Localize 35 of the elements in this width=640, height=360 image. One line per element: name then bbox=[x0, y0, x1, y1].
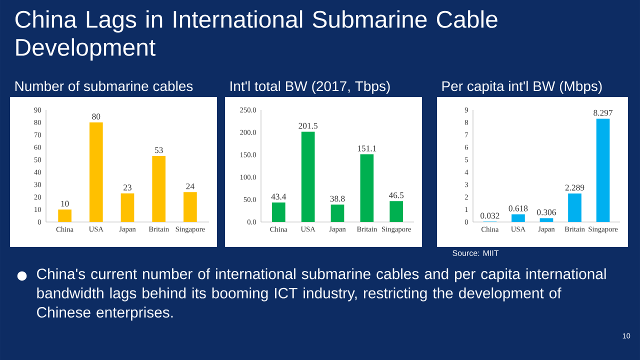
data-label: 46.5 bbox=[388, 192, 404, 198]
source-note: Source: MIIT bbox=[452, 250, 499, 256]
data-label: 10 bbox=[61, 200, 69, 207]
chart-title: Per capita int'l BW (Mbps) bbox=[442, 80, 602, 94]
bar bbox=[152, 156, 166, 222]
text: China's current number of international submarine cables and per capita international bandwidth lags behind its booming ICT industry, restricting the development of Chinese enterprises. bbox=[37, 268, 606, 321]
data-label: 38.8 bbox=[330, 196, 345, 202]
bar bbox=[89, 122, 103, 222]
bar bbox=[330, 204, 344, 222]
bar bbox=[512, 214, 525, 222]
bar bbox=[272, 202, 286, 222]
bar bbox=[120, 193, 134, 222]
bar bbox=[540, 218, 554, 222]
data-label: 2.289 bbox=[565, 184, 584, 191]
data-label: 0.306 bbox=[537, 209, 556, 216]
data-label: 23 bbox=[124, 184, 132, 190]
bar bbox=[568, 194, 582, 222]
data-label: 151.1 bbox=[358, 146, 376, 152]
chart-title: Int'l total BW (2017, Tbps) bbox=[230, 80, 390, 94]
data-label: 53 bbox=[155, 147, 163, 154]
data-label: 8.297 bbox=[594, 110, 613, 116]
data-label: 24 bbox=[186, 183, 194, 190]
bar bbox=[184, 192, 197, 222]
bar bbox=[301, 132, 315, 222]
data-label: 201.5 bbox=[298, 122, 318, 129]
chart-title: Number of submarine cables bbox=[15, 80, 193, 92]
bar bbox=[390, 201, 404, 222]
data-label: 0.618 bbox=[508, 205, 528, 212]
data-label: 43.4 bbox=[271, 194, 286, 200]
data-label: 0.032 bbox=[480, 212, 500, 219]
bar bbox=[360, 154, 374, 222]
data-label: 80 bbox=[92, 114, 100, 120]
text: China Lags in International Submarine Cable Development bbox=[15, 10, 498, 61]
bar bbox=[596, 118, 610, 222]
bar bbox=[58, 210, 72, 222]
